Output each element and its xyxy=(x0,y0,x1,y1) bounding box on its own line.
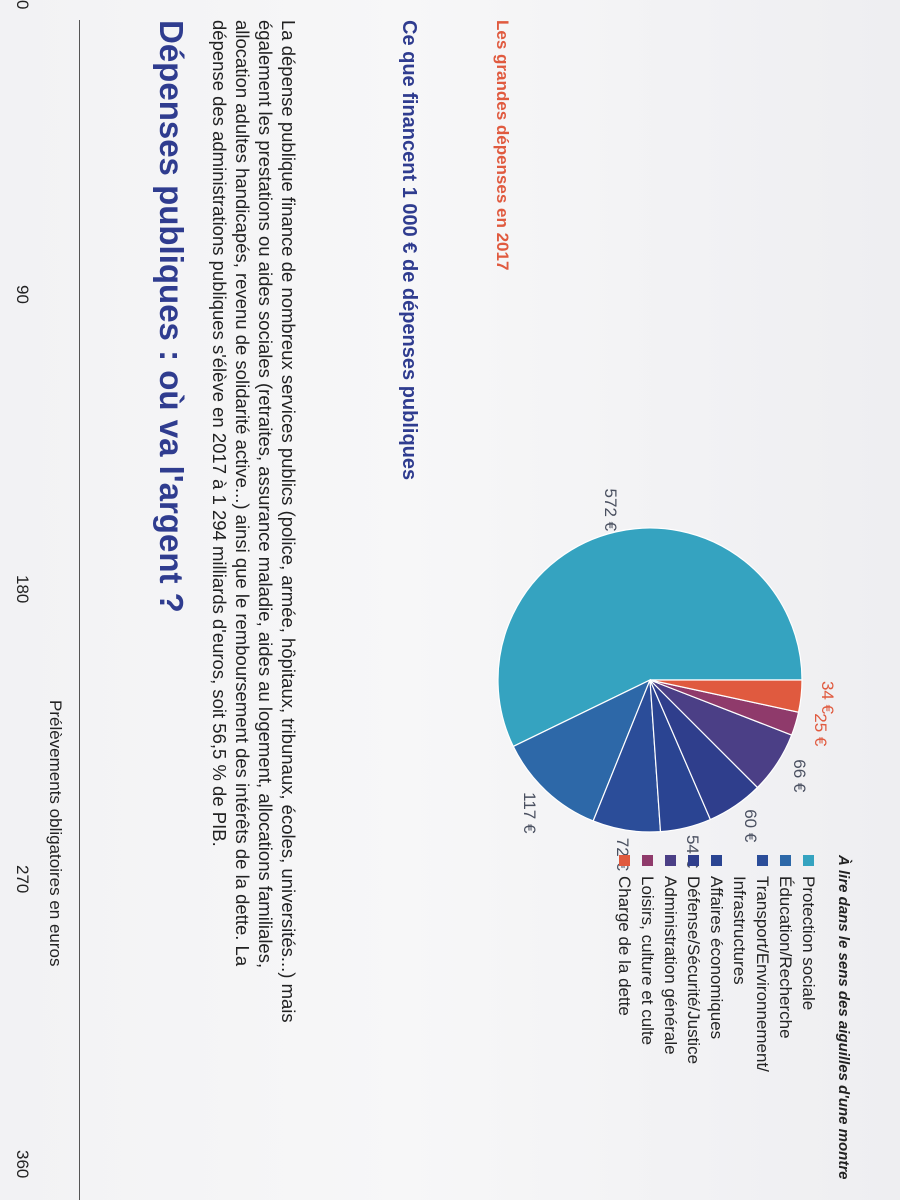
legend-item-transport-environnement-infrastructures: Transport/Environnement/ Infrastructures xyxy=(728,855,774,1185)
legend-item-charge-de-la-dette: Charge de la dette xyxy=(613,855,636,1185)
legend-label: Charge de la dette xyxy=(615,876,634,1016)
legend-label: Loisirs, culture et culte xyxy=(638,876,657,1046)
legend-swatch xyxy=(665,855,676,866)
legend-label: Transport/Environnement/ Infrastructures xyxy=(730,876,772,1072)
legend-swatch xyxy=(619,855,630,866)
legend-item-education-recherche: Éducation/Recherche xyxy=(774,855,797,1185)
legend-label: Affaires économiques xyxy=(707,876,726,1040)
legend-label: Administration générale xyxy=(661,876,680,1055)
legend-label: Défense/Sécurité/Justice xyxy=(684,876,703,1065)
legend-item-protection-sociale: Protection sociale xyxy=(797,855,820,1185)
pie-label-loisirs-culture-et-culte: 25 € xyxy=(811,713,831,747)
pie-label-protection-sociale: 572 € xyxy=(601,488,621,532)
legend-item-defense-securite-justice: Défense/Sécurité/Justice xyxy=(682,855,705,1185)
legend-item-administration-generale: Administration générale xyxy=(659,855,682,1185)
legend-swatch xyxy=(688,855,699,866)
pie-slice-protection-sociale xyxy=(497,527,803,748)
legend-item-loisirs-culture-et-culte: Loisirs, culture et culte xyxy=(636,855,659,1185)
pie-label-education-recherche: 117 € xyxy=(519,792,539,834)
legend-swatch xyxy=(780,855,791,866)
chart-legend: Protection sociale Éducation/Recherche Tra… xyxy=(613,855,820,1185)
legend-item-affaires-economiques: Affaires économiques xyxy=(705,855,728,1185)
pie-label-charge-de-la-dette: 34 € xyxy=(818,680,837,715)
reading-note: À lire dans le sens des aiguilles d'une … xyxy=(835,855,852,1180)
legend-label: Protection sociale xyxy=(799,876,818,1011)
legend-swatch xyxy=(757,855,768,866)
pie-label-defense-securite-justice: 60 € xyxy=(741,809,761,843)
pie-slice-charge-de-la-dette xyxy=(649,679,803,713)
pie-slice-education-recherche xyxy=(512,678,652,822)
legend-swatch xyxy=(642,855,653,866)
legend-label: Éducation/Recherche xyxy=(776,876,795,1039)
legend-swatch xyxy=(803,855,814,866)
pie-label-administration-generale: 66 € xyxy=(790,759,810,793)
legend-swatch xyxy=(711,855,722,866)
